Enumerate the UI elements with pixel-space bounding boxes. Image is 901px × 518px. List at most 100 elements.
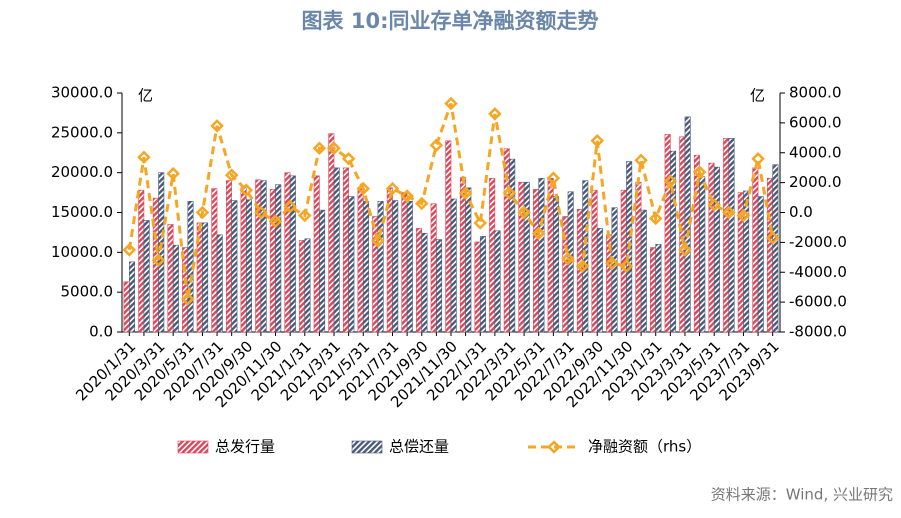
bar — [772, 164, 779, 333]
bar — [757, 196, 764, 333]
net-marker — [765, 231, 780, 245]
net-marker — [458, 186, 473, 200]
bar — [655, 244, 662, 333]
y2-tick-label: -4000.0 — [789, 263, 847, 281]
bar — [664, 134, 671, 333]
net-marker — [429, 138, 444, 153]
bar — [766, 177, 773, 333]
bar — [216, 234, 223, 333]
bar — [275, 184, 282, 333]
legend-marker — [547, 440, 561, 454]
net-marker — [692, 165, 707, 179]
bar — [225, 180, 232, 333]
bar — [640, 209, 647, 333]
y2-tick-label: 0.0 — [789, 203, 813, 221]
bar — [708, 162, 715, 333]
net-marker — [517, 205, 531, 220]
bar — [591, 189, 598, 333]
bar — [679, 136, 686, 333]
bar — [328, 133, 335, 333]
net-marker — [488, 107, 502, 121]
bar — [670, 150, 677, 333]
bar — [596, 228, 603, 333]
bar — [202, 222, 209, 333]
net-marker — [254, 205, 268, 220]
bar — [182, 247, 189, 333]
net-marker — [210, 119, 224, 133]
bar — [260, 180, 267, 333]
bar — [319, 209, 326, 333]
bar — [728, 138, 735, 333]
net-marker — [151, 253, 166, 268]
y-tick-label: 5000.0 — [61, 283, 114, 301]
net-marker — [122, 243, 137, 257]
bar — [304, 238, 311, 333]
bar — [348, 196, 355, 333]
bar — [313, 175, 320, 333]
bar — [650, 247, 657, 333]
bar — [143, 220, 150, 333]
net-marker — [137, 150, 151, 164]
net-marker — [356, 181, 371, 196]
net-marker — [298, 208, 312, 223]
bar — [553, 196, 560, 333]
bar — [479, 236, 486, 333]
net-marker — [707, 198, 721, 212]
bar — [377, 201, 384, 333]
bar — [231, 200, 238, 333]
bar — [518, 181, 525, 333]
net-marker — [385, 181, 400, 196]
net-marker — [224, 168, 239, 182]
net-marker — [327, 141, 341, 156]
bar — [713, 166, 720, 333]
bar — [123, 281, 130, 333]
bar — [245, 199, 252, 333]
bar — [743, 190, 750, 333]
net-marker — [561, 252, 575, 266]
bar — [333, 167, 340, 333]
net-marker — [590, 134, 604, 148]
y-unit: 亿 — [138, 87, 153, 105]
legend-label: 净融资额（rhs） — [588, 438, 701, 456]
bar — [299, 240, 306, 333]
bar — [752, 167, 759, 333]
net-marker — [444, 96, 458, 111]
net-marker — [473, 216, 488, 230]
net-marker — [181, 292, 195, 306]
net-marker — [166, 166, 180, 181]
bar — [699, 176, 706, 333]
net-marker — [341, 151, 356, 166]
bar — [523, 181, 530, 333]
bar — [401, 192, 408, 333]
bar — [362, 201, 369, 333]
chart-title: 图表 10:同业存单净融资额走势 — [302, 9, 599, 33]
net-marker — [619, 259, 634, 274]
y2-tick-label: -8000.0 — [789, 323, 847, 341]
bar — [547, 177, 554, 333]
y2-unit: 亿 — [750, 87, 765, 105]
y2-tick-label: 6000.0 — [789, 113, 842, 131]
bar — [158, 172, 165, 333]
legend-swatch — [177, 440, 209, 454]
net-marker — [312, 141, 327, 156]
bar — [129, 261, 136, 333]
bar — [450, 198, 457, 333]
bar — [533, 189, 540, 333]
bar — [172, 244, 179, 333]
net-marker — [268, 214, 283, 229]
bar — [416, 228, 423, 333]
bar — [406, 201, 413, 333]
bar — [635, 181, 642, 333]
bar — [474, 241, 481, 333]
bar — [465, 187, 472, 333]
y2-tick-label: 4000.0 — [789, 143, 842, 161]
net-marker — [605, 256, 619, 271]
bar — [357, 188, 364, 333]
net-marker — [751, 151, 765, 166]
bar — [723, 138, 730, 333]
bar — [459, 177, 466, 333]
y2-tick-label: 2000.0 — [789, 173, 842, 191]
net-marker — [195, 205, 210, 220]
net-marker — [502, 186, 517, 200]
bar — [421, 232, 428, 333]
